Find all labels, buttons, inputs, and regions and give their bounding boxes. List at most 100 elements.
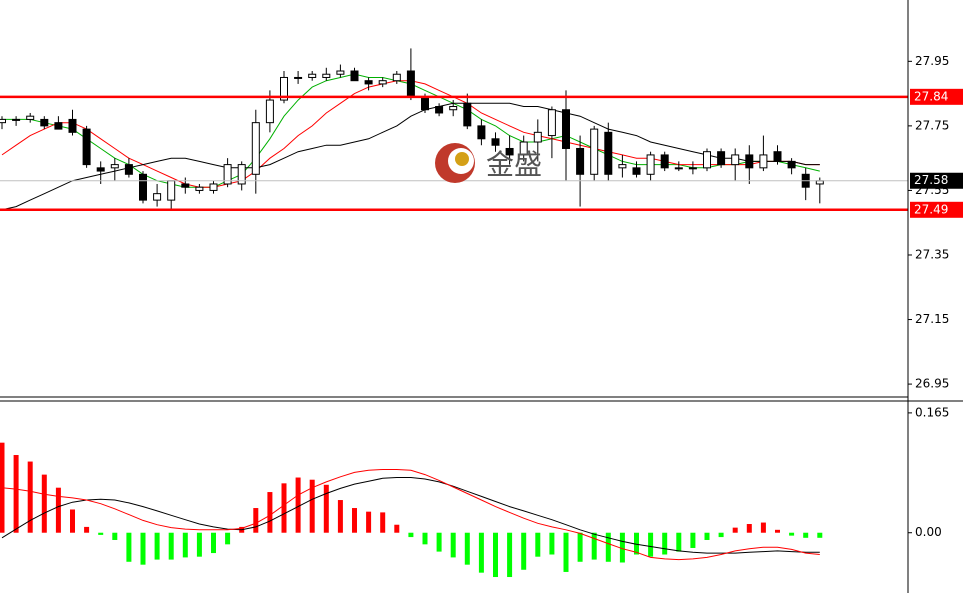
histogram-bar	[422, 532, 428, 545]
histogram-bar	[253, 508, 259, 533]
candle-body	[308, 73, 317, 78]
candle-body	[392, 73, 401, 82]
candle-body	[688, 167, 697, 170]
histogram-bar	[521, 532, 527, 570]
level-label: 27.49	[914, 202, 948, 216]
histogram-bar	[619, 532, 625, 563]
histogram-bar	[577, 532, 583, 562]
histogram-bar	[704, 532, 710, 540]
candle-body	[632, 167, 641, 175]
candle-body	[717, 151, 726, 166]
candle-body	[237, 164, 246, 185]
level-label-box	[910, 201, 963, 218]
candle-body	[181, 183, 190, 188]
histogram-bar	[140, 532, 146, 565]
histogram-bar	[27, 461, 33, 533]
candle-body	[449, 106, 458, 111]
candle-body	[759, 154, 768, 169]
candle-body	[223, 164, 232, 185]
histogram-bar	[196, 532, 202, 557]
candle-body	[280, 76, 288, 101]
histogram-bar	[126, 532, 132, 562]
histogram-bar	[760, 522, 766, 533]
candle-body	[576, 147, 585, 175]
candle-body	[96, 167, 105, 172]
histogram-bar	[267, 492, 273, 533]
plot-area	[0, 48, 908, 578]
histogram-bar	[535, 532, 541, 557]
candle-body	[167, 180, 176, 201]
level-label: 27.84	[914, 89, 948, 103]
candle-body	[519, 141, 528, 156]
histogram-bar	[84, 526, 90, 533]
histogram-bar	[436, 532, 442, 552]
histogram-bar	[323, 484, 329, 533]
candle-body	[435, 106, 444, 114]
histogram-bar	[591, 532, 597, 560]
candle-body	[378, 80, 387, 85]
histogram-bar	[182, 532, 188, 558]
candle-body	[773, 151, 782, 162]
histogram-bar	[634, 532, 639, 555]
histogram-bar	[295, 477, 301, 533]
histogram-bar	[98, 532, 104, 535]
level-label-box	[910, 172, 963, 189]
y-tick-label: 0.00	[915, 525, 942, 539]
candle-body	[124, 164, 133, 175]
logo-dot	[455, 152, 469, 166]
candle-body	[505, 147, 514, 156]
histogram-bar	[648, 532, 654, 557]
candle-body	[703, 151, 711, 169]
histogram-bar	[718, 532, 724, 538]
histogram-bar	[817, 532, 823, 538]
candle-body	[110, 164, 119, 169]
y-tick-label: 0.165	[915, 405, 949, 419]
candle-body	[350, 70, 359, 82]
histogram-bar	[309, 479, 315, 533]
histogram-bar	[168, 532, 174, 560]
y-tick-label: 26.95	[915, 377, 949, 391]
histogram-bar	[154, 532, 160, 560]
histogram-bar	[732, 527, 738, 533]
candle-body	[209, 183, 218, 191]
histogram-bar	[549, 532, 555, 555]
histogram-bar	[408, 532, 414, 538]
candle-body	[491, 138, 500, 146]
histogram-bar	[225, 532, 231, 545]
histogram-bar	[450, 532, 456, 558]
histogram-bar	[690, 532, 696, 548]
candle-body	[590, 128, 599, 175]
candle-body	[533, 131, 542, 143]
candle-body	[40, 118, 49, 127]
candle-body	[153, 193, 162, 201]
histogram-bar	[70, 509, 75, 533]
candle-body	[604, 131, 613, 175]
histogram-bar	[605, 532, 611, 562]
candle-body	[463, 102, 472, 127]
candle-body	[294, 76, 303, 79]
line-series	[1, 102, 820, 211]
candle-body	[12, 118, 21, 121]
candle-body	[562, 109, 570, 149]
histogram-bar	[493, 532, 498, 578]
histogram-bar	[337, 500, 343, 533]
candle-body	[68, 118, 77, 133]
candle-body	[477, 125, 486, 140]
candle-body	[82, 128, 91, 166]
candle-body	[745, 154, 754, 169]
candle-body	[787, 160, 796, 169]
histogram-bar	[352, 508, 357, 533]
line-series	[1, 469, 820, 561]
histogram-bar	[478, 532, 484, 573]
histogram-bar	[464, 532, 470, 565]
histogram-bar	[563, 532, 569, 572]
y-tick-label: 27.75	[915, 118, 949, 132]
line-series	[1, 477, 820, 554]
candle-body	[336, 70, 345, 75]
histogram-bar	[803, 532, 809, 538]
histogram-bar	[380, 512, 386, 533]
histogram-bar	[746, 524, 752, 533]
candle-body	[54, 122, 63, 130]
